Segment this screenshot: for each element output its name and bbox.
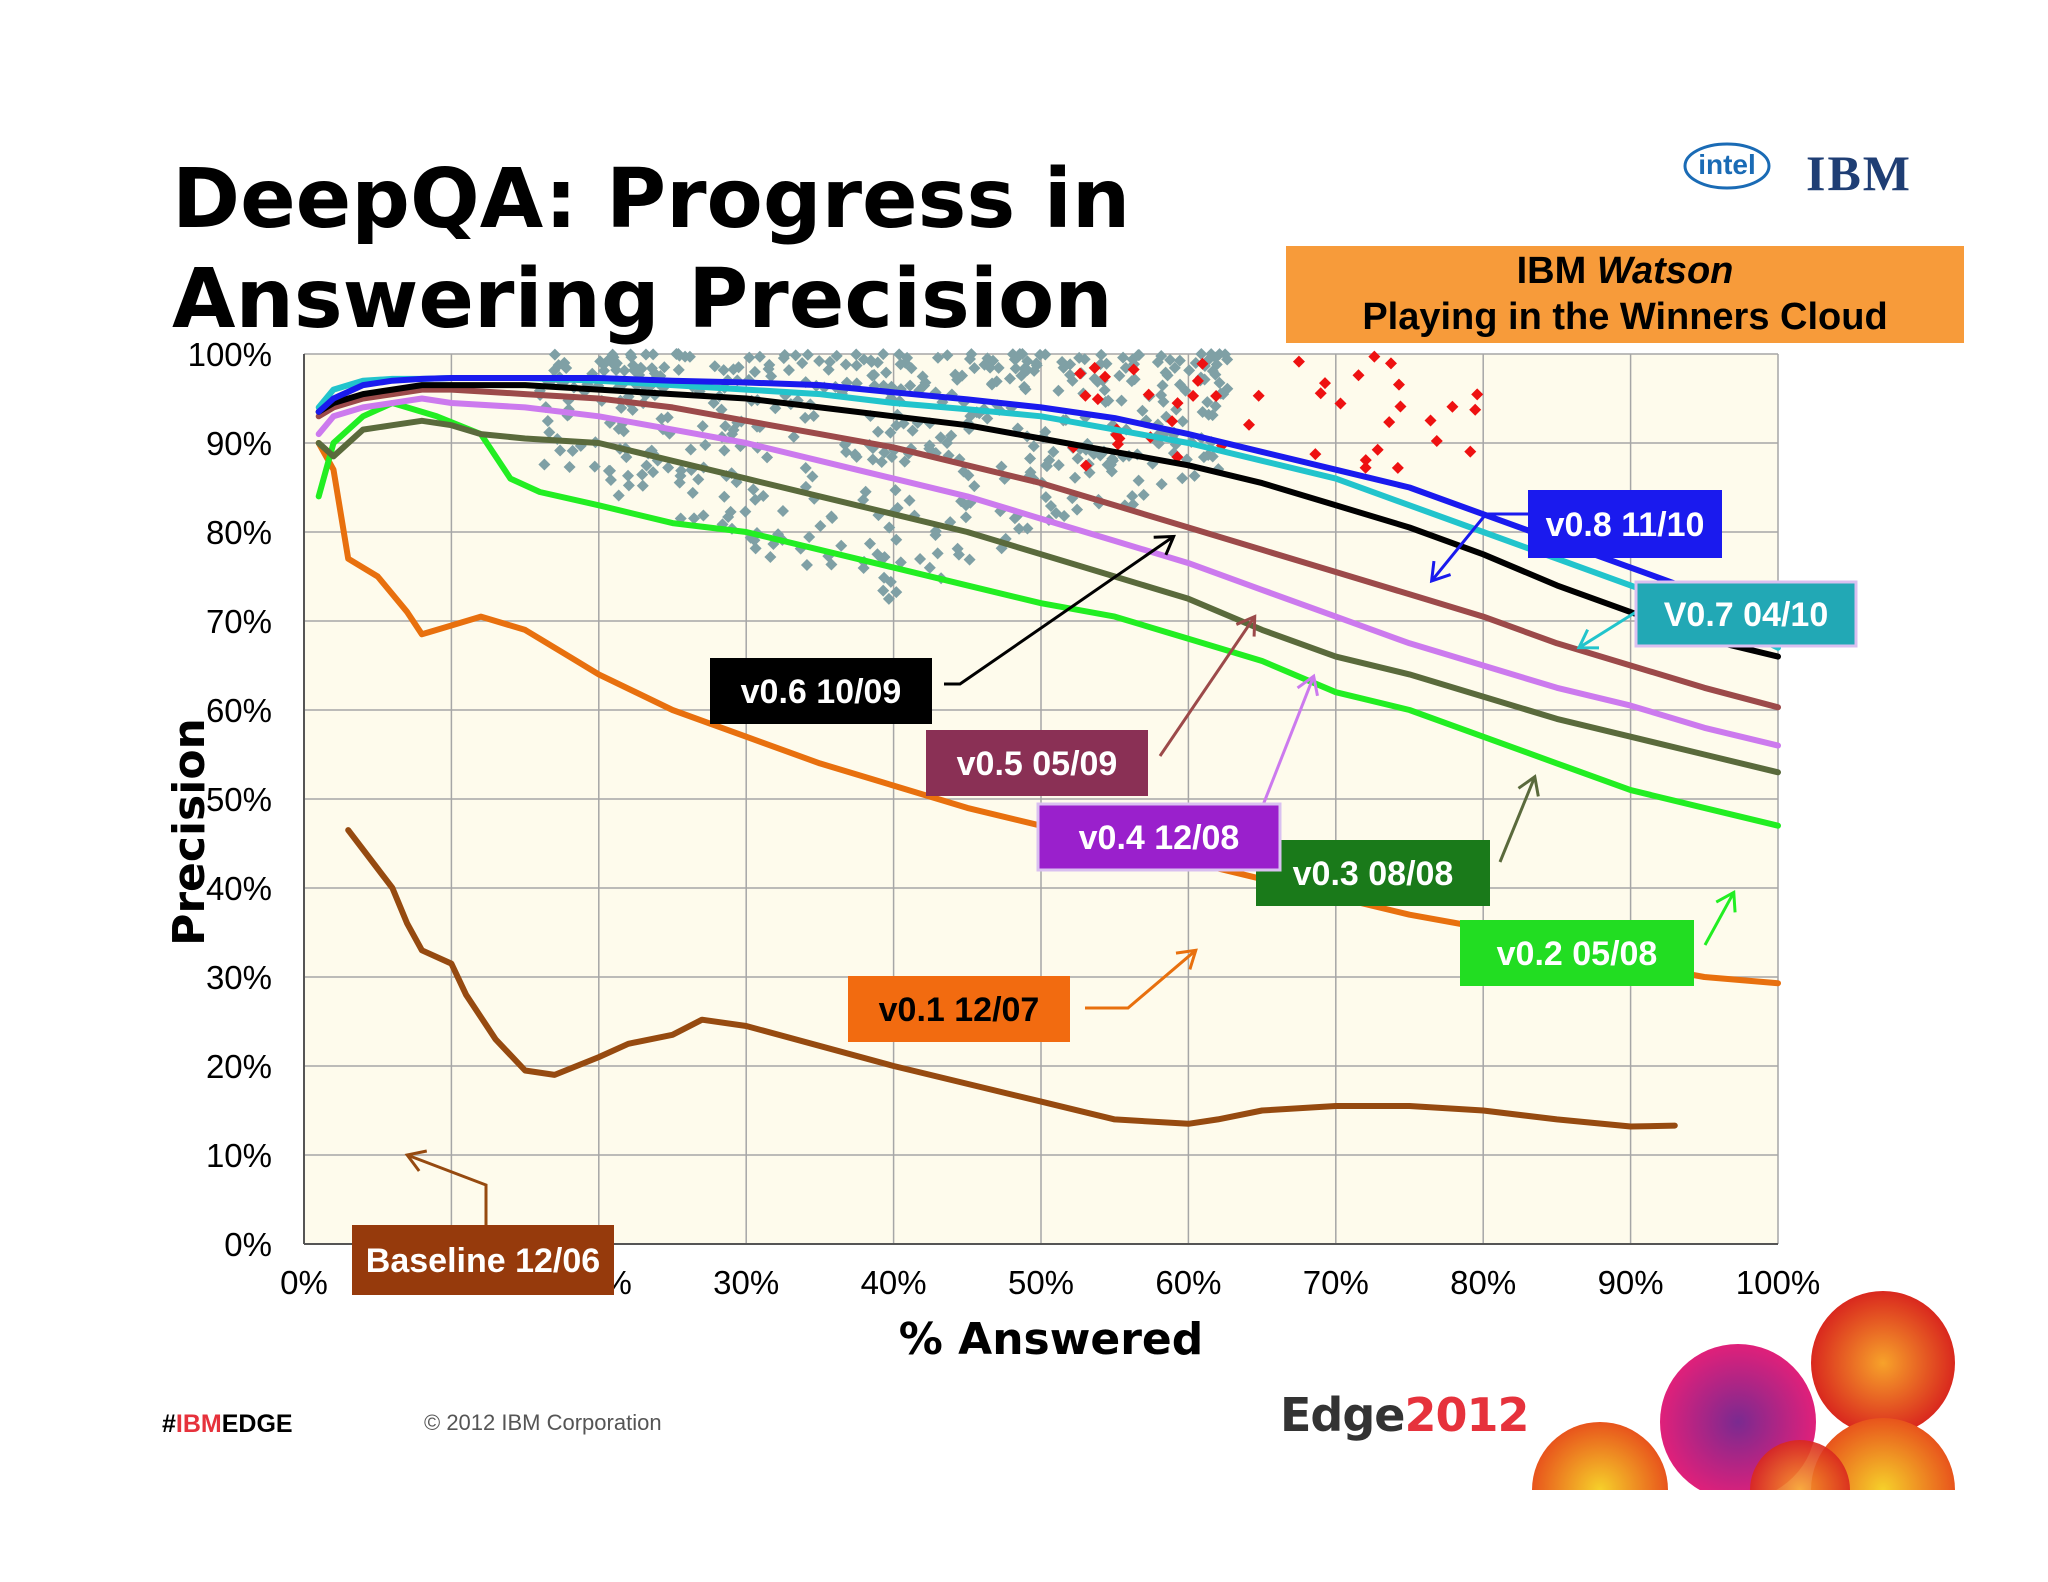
y-tick-label: 90%: [206, 425, 272, 462]
y-tick-label: 80%: [206, 514, 272, 551]
series-label: v0.8 11/10: [1546, 506, 1705, 544]
x-tick-label: 30%: [713, 1264, 779, 1301]
series-label: V0.7 04/10: [1664, 596, 1828, 634]
x-tick-label: 70%: [1303, 1264, 1369, 1301]
series-label: v0.5 05/09: [957, 745, 1118, 783]
series-label: v0.6 10/09: [741, 673, 902, 711]
y-tick-label: 40%: [206, 870, 272, 907]
y-tick-label: 30%: [206, 959, 272, 996]
y-axis-title: Precision: [164, 718, 215, 946]
y-tick-label: 60%: [206, 692, 272, 729]
x-axis-title: % Answered: [899, 1314, 1204, 1365]
y-tick-label: 70%: [206, 603, 272, 640]
series-label: v0.4 12/08: [1079, 819, 1240, 857]
series-label: v0.2 05/08: [1497, 935, 1658, 973]
hashtag-ibm: IBM: [176, 1410, 222, 1438]
y-tick-label: 0%: [224, 1226, 272, 1263]
series-label: v0.1 12/07: [879, 991, 1040, 1029]
hashtag-edge: EDGE: [222, 1410, 293, 1438]
x-tick-label: 40%: [861, 1264, 927, 1301]
decorative-circles-graphic: [1490, 1290, 1970, 1500]
hash-mark: #: [162, 1410, 176, 1438]
series-label: Baseline 12/06: [366, 1242, 600, 1280]
y-tick-label: 20%: [206, 1048, 272, 1085]
copyright: © 2012 IBM Corporation: [424, 1410, 662, 1436]
series-label: v0.3 08/08: [1293, 855, 1454, 893]
x-tick-label: 60%: [1155, 1264, 1221, 1301]
y-tick-label: 100%: [188, 336, 272, 373]
x-tick-label: 0%: [280, 1264, 328, 1301]
edge-word: Edge: [1280, 1388, 1404, 1442]
x-tick-label: 50%: [1008, 1264, 1074, 1301]
y-tick-label: 50%: [206, 781, 272, 818]
footer-hashtag: #IBMEDGE: [162, 1410, 293, 1439]
y-tick-label: 10%: [206, 1137, 272, 1174]
